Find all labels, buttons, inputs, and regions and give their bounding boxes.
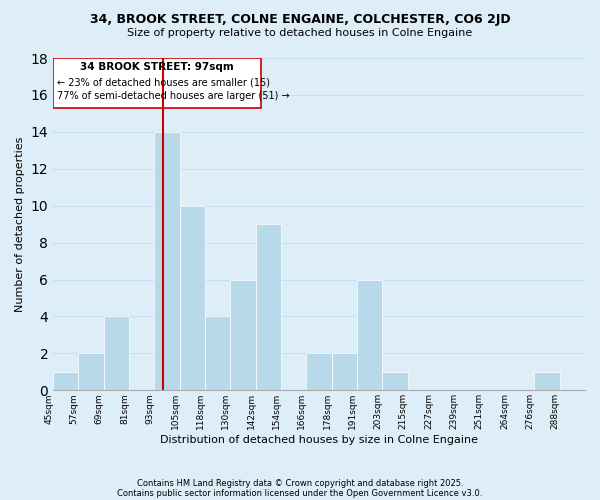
Bar	[357, 280, 382, 390]
Bar	[535, 372, 560, 390]
Bar	[53, 372, 79, 390]
Bar	[79, 354, 104, 391]
Text: Contains public sector information licensed under the Open Government Licence v3: Contains public sector information licen…	[118, 488, 482, 498]
Text: Size of property relative to detached houses in Colne Engaine: Size of property relative to detached ho…	[127, 28, 473, 38]
Bar	[205, 316, 230, 390]
Bar	[154, 132, 180, 390]
Bar	[256, 224, 281, 390]
Text: ← 23% of detached houses are smaller (15): ← 23% of detached houses are smaller (15…	[57, 78, 270, 88]
Text: 34, BROOK STREET, COLNE ENGAINE, COLCHESTER, CO6 2JD: 34, BROOK STREET, COLNE ENGAINE, COLCHES…	[89, 12, 511, 26]
Bar	[382, 372, 408, 390]
Text: 34 BROOK STREET: 97sqm: 34 BROOK STREET: 97sqm	[80, 62, 234, 72]
Bar	[180, 206, 205, 390]
Bar	[307, 354, 332, 391]
Bar	[104, 316, 129, 390]
X-axis label: Distribution of detached houses by size in Colne Engaine: Distribution of detached houses by size …	[160, 435, 478, 445]
Bar	[332, 354, 357, 391]
Bar	[230, 280, 256, 390]
Text: 77% of semi-detached houses are larger (51) →: 77% of semi-detached houses are larger (…	[57, 91, 290, 101]
FancyBboxPatch shape	[53, 58, 261, 108]
Y-axis label: Number of detached properties: Number of detached properties	[15, 136, 25, 312]
Text: Contains HM Land Registry data © Crown copyright and database right 2025.: Contains HM Land Registry data © Crown c…	[137, 478, 463, 488]
